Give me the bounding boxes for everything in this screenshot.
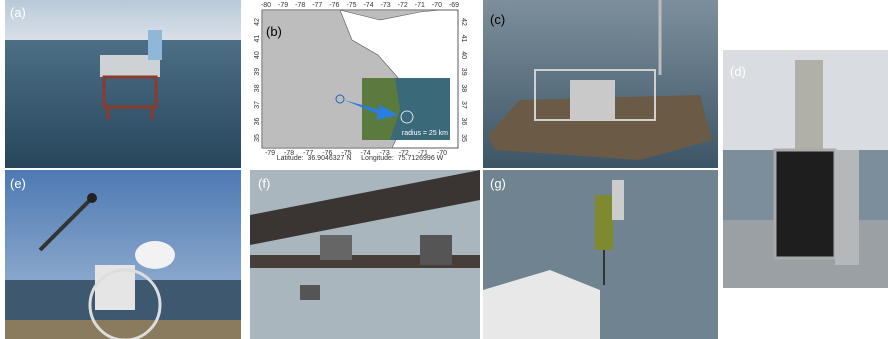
photo-g [483,170,718,339]
map-tick-label: -73 [380,150,390,157]
map-tick-label: 35 [460,134,467,142]
map-tick-label: 39 [460,68,467,76]
map-tick-label: -74 [360,150,370,157]
map-tick-label: 40 [460,51,467,59]
panel-label: (f) [258,176,270,191]
map-tick-label: 38 [254,84,261,92]
map-tick-label: -71 [415,2,425,9]
panel-label: (a) [10,5,26,20]
map-tick-label: -70 [437,150,447,157]
panel-label: (g) [490,176,506,191]
map-tick-label: -77 [312,2,322,9]
photo-d [723,50,888,288]
map-tick-label: 38 [460,84,467,92]
map-tick-label: 42 [460,18,467,26]
map-tick-label: -71 [418,150,428,157]
map-tick-label: 35 [254,134,261,142]
map-tick-label: -74 [363,2,373,9]
map-tick-label: -70 [432,2,442,9]
map-tick-label: -80 [261,2,271,9]
map-tick-label: 39 [254,68,261,76]
map-tick-label: -72 [399,150,409,157]
map-tick-label: 36 [460,118,467,126]
map-tick-label: -77 [303,150,313,157]
map-tick-label: 37 [254,101,261,109]
map-tick-label: -73 [381,2,391,9]
map-tick-label: -76 [322,150,332,157]
map-tick-label: 37 [460,101,467,109]
map: radius = 25 km Latitude: 36.9046327 N Lo… [262,10,458,162]
panel-label: (b) [266,24,282,39]
map-tick-label: -75 [346,2,356,9]
map-tick-label: 41 [460,35,467,43]
map-tick-label: -79 [265,150,275,157]
photo-e [5,170,241,339]
map-tick-label: -78 [284,150,294,157]
photo-a [5,0,241,168]
panel-label: (c) [490,12,505,27]
panel-label: (e) [10,176,26,191]
inset-label: radius = 25 km [402,130,448,137]
map-tick-label: 41 [254,35,261,43]
map-tick-label: 36 [254,117,261,125]
map-tick-label: -72 [398,2,408,9]
photo-f [250,170,480,339]
figure: (a) radius = 25 km Latitude: 36.9046327 … [0,0,888,339]
map-tick-label: 42 [254,18,261,26]
map-tick-label: -79 [278,2,288,9]
map-tick-label: -78 [295,2,305,9]
map-tick-label: -76 [329,2,339,9]
map-tick-label: 40 [254,51,261,59]
map-tick-label: -75 [341,150,351,157]
photo-c [483,0,718,168]
map-tick-label: -69 [449,2,459,9]
panel-label: (d) [730,64,746,79]
